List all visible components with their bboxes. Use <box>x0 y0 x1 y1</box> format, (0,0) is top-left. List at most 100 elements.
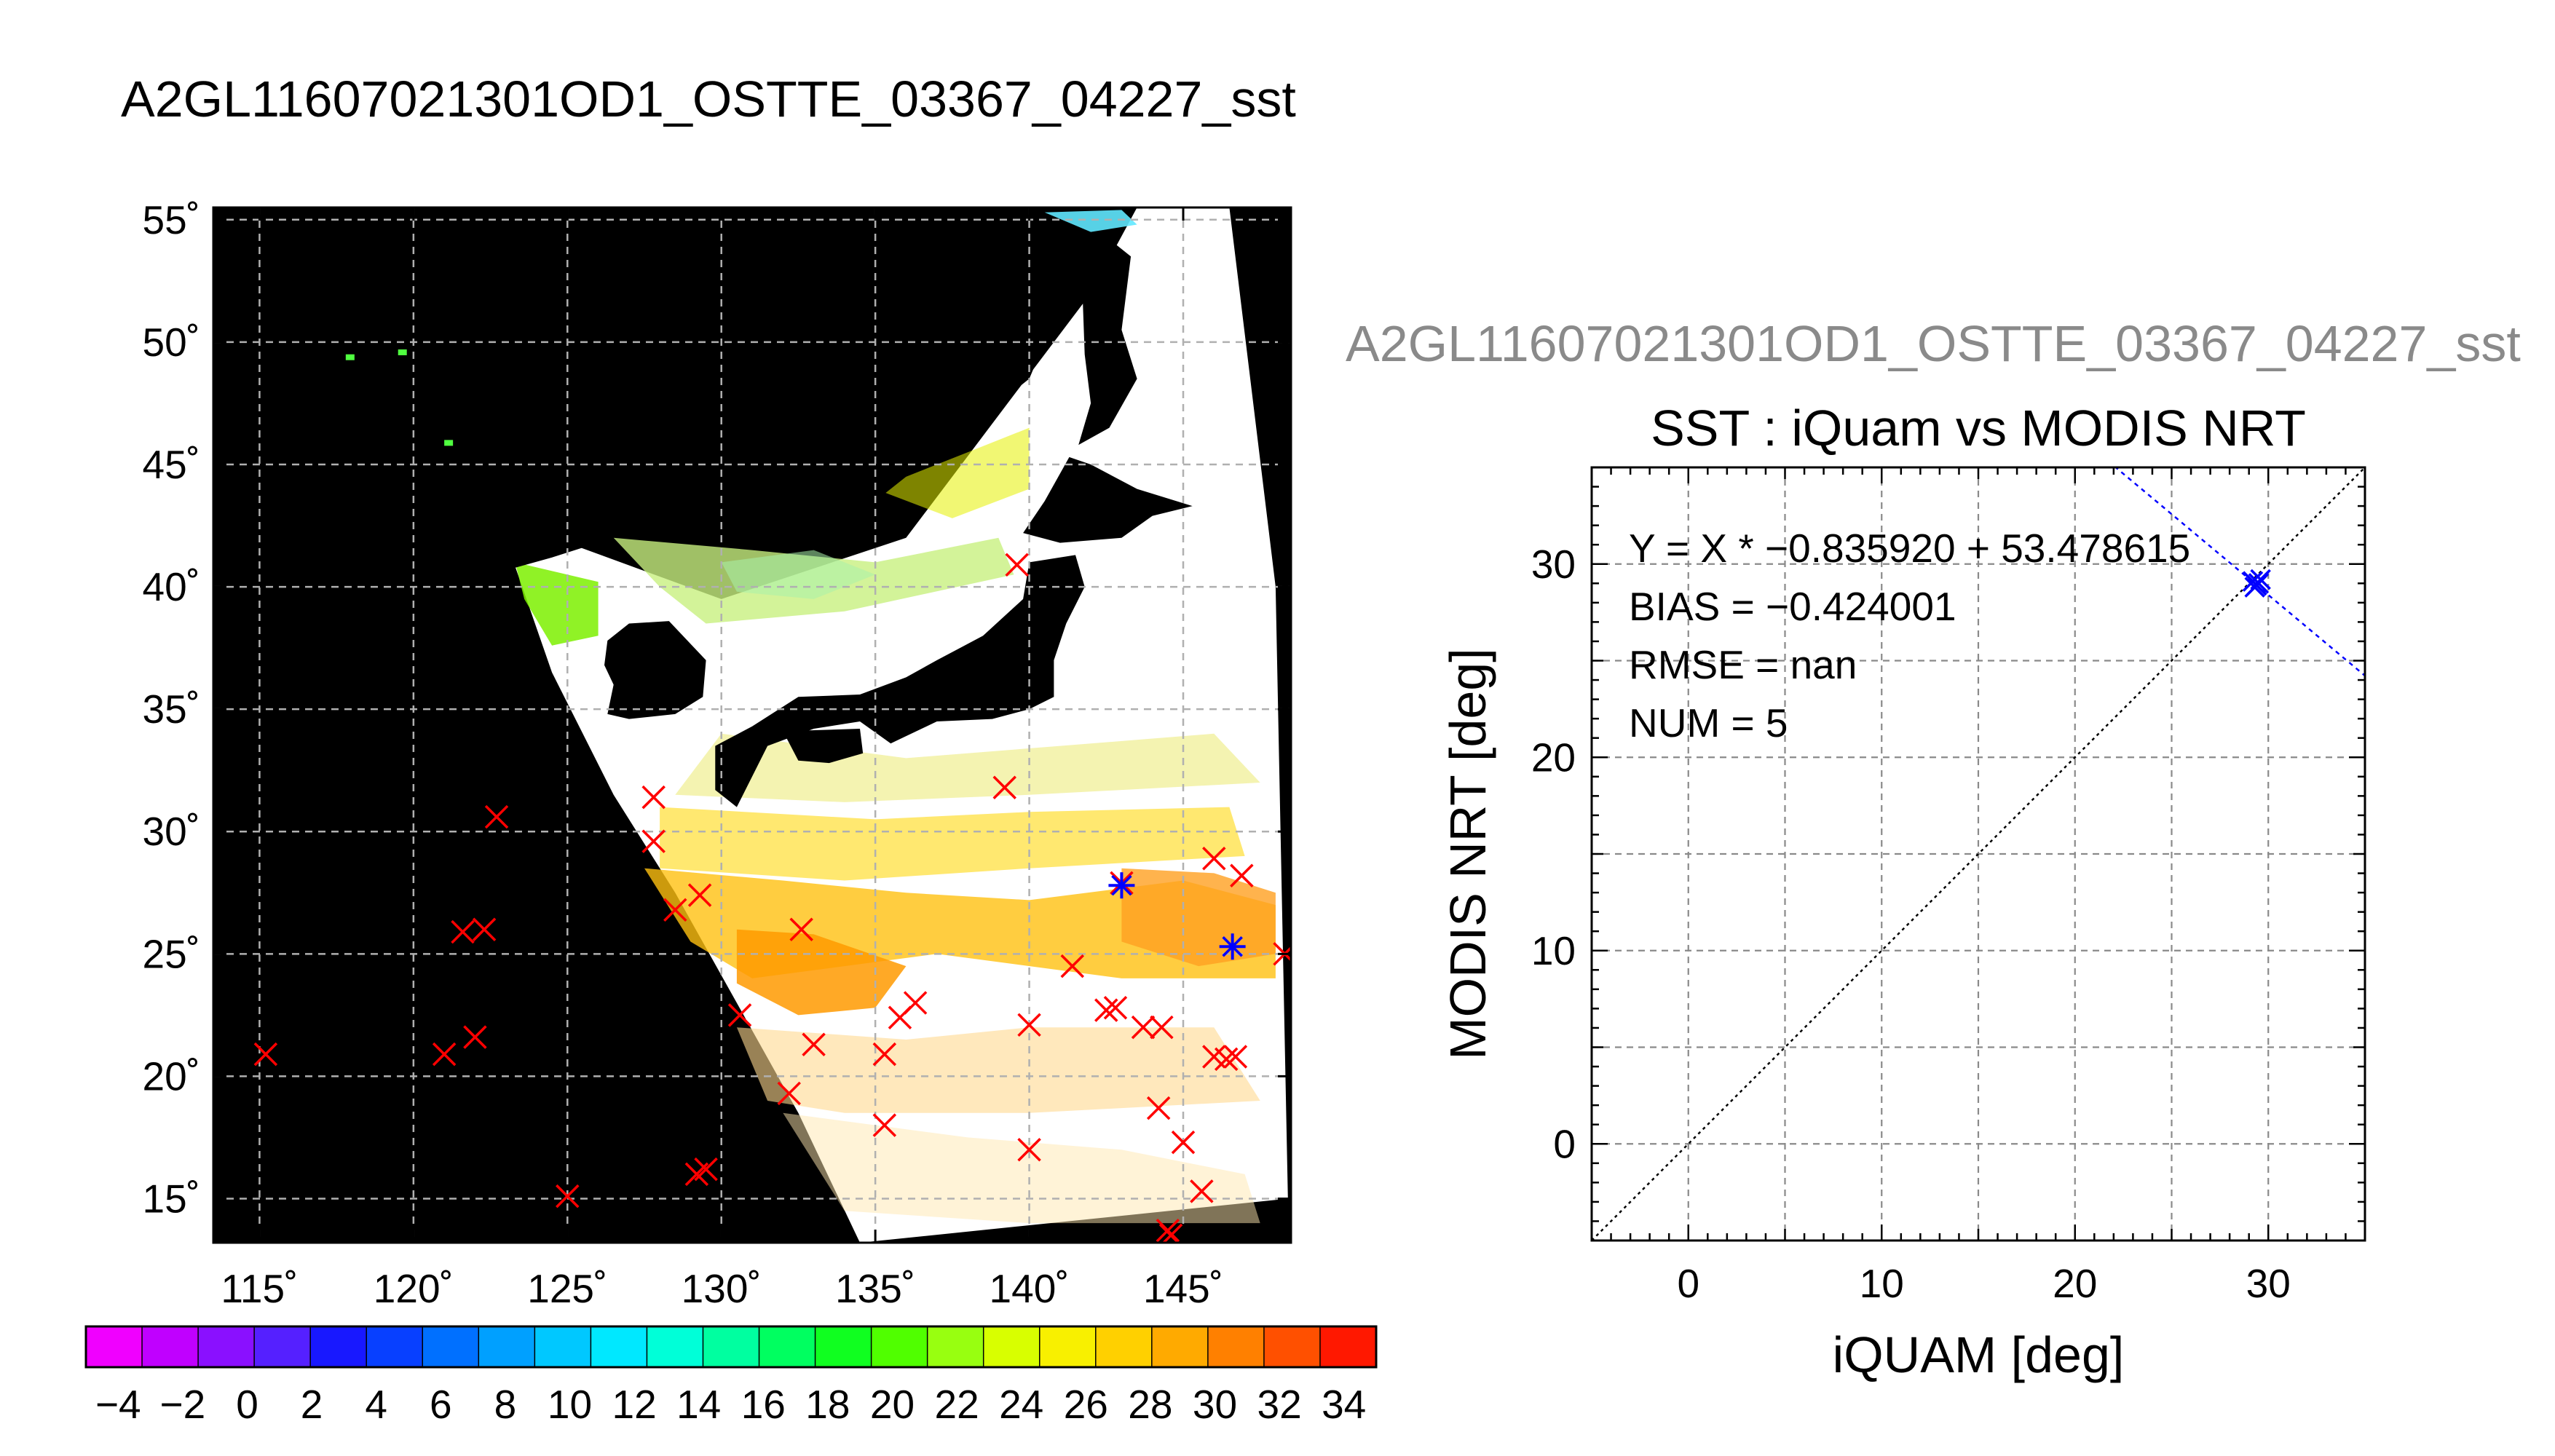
marker-stroke <box>1146 1096 1171 1120</box>
sst-map: 115˚ 120˚ 125˚ 130˚ 135˚ 140˚ 145˚ 15˚ 20˚ 25˚ 30˚… <box>143 197 1292 1311</box>
iquam-match-marker <box>1214 1047 1239 1072</box>
marker-stroke <box>1150 1015 1174 1040</box>
colorbar-segment <box>478 1326 535 1367</box>
marker-cross <box>1111 874 1132 896</box>
marker-stroke <box>1103 996 1128 1020</box>
secondary-title: A2GL11607021301OD1_OSTTE_03367_04227_sst <box>1346 315 2521 372</box>
regression-line <box>2114 467 2365 677</box>
scatter-x-tick-label: 20 <box>2053 1261 2097 1306</box>
marker-stroke <box>1111 874 1132 896</box>
colorbar-segment <box>871 1326 928 1367</box>
scatter-title: SST : iQuam vs MODIS NRT <box>1651 400 2306 456</box>
iquam-match-marker <box>1146 1096 1171 1120</box>
colorbar-tick-label: 24 <box>999 1382 1043 1427</box>
colorbar-segment <box>927 1326 984 1367</box>
marker-stroke <box>1190 1179 1214 1203</box>
iquam-match-marker <box>1156 1218 1180 1243</box>
colorbar-segment <box>703 1326 760 1367</box>
land-mass <box>213 207 1060 612</box>
scatter-x-tick-label: 30 <box>2246 1261 2291 1306</box>
map-y-tick-label: 45˚ <box>143 442 201 487</box>
colorbar-segment <box>1207 1326 1265 1367</box>
colorbar-tick-label: 28 <box>1128 1382 1172 1427</box>
marker-stroke <box>1017 1013 1041 1037</box>
scatter-y-tick-label: 10 <box>1531 928 1576 973</box>
marker-stroke <box>872 1042 897 1067</box>
marker-stroke <box>1223 1045 1248 1069</box>
colorbar-segment <box>1263 1326 1321 1367</box>
colorbar-segment <box>1039 1326 1097 1367</box>
colorbar-segment <box>534 1326 591 1367</box>
marker-stroke <box>484 804 509 829</box>
map-x-tick-label: 130˚ <box>682 1266 762 1311</box>
marker-stroke <box>1131 1015 1156 1040</box>
iquam-match-marker <box>802 1032 826 1056</box>
marker-stroke <box>1005 553 1029 577</box>
scatter-point <box>2246 574 2267 596</box>
iquam-match-marker <box>556 1184 580 1208</box>
iquam-match-marker <box>641 785 666 810</box>
scatter-y-tick-label: 30 <box>1531 542 1576 587</box>
colorbar-segment <box>591 1326 647 1367</box>
map-y-tick-label: 20˚ <box>143 1053 201 1099</box>
colorbar-tick-label: 12 <box>612 1382 657 1427</box>
stats-equation: Y = X * −0.835920 + 53.478615 <box>1629 526 2190 571</box>
colorbar-segment <box>254 1326 311 1367</box>
land-mass <box>1078 237 1137 446</box>
colorbar-tick-label: 18 <box>805 1382 850 1427</box>
marker-stroke <box>641 785 666 810</box>
stats-rmse: RMSE = nan <box>1629 642 1857 687</box>
marker-stroke <box>472 917 497 941</box>
marker-stroke <box>1202 846 1226 871</box>
marker-stroke <box>1156 1218 1180 1243</box>
iquam-match-marker <box>663 898 687 922</box>
marker-stroke <box>789 917 813 941</box>
map-y-tick-label: 35˚ <box>143 687 201 732</box>
marker-stroke <box>872 1113 897 1137</box>
marker-stroke <box>727 1003 752 1027</box>
colorbar-tick-label: 16 <box>741 1382 786 1427</box>
iquam-match-marker <box>777 1081 801 1106</box>
sst-patch-japansea-east <box>875 427 1030 518</box>
map-y-tick-label: 30˚ <box>143 809 201 854</box>
map-y-tick-label: 55˚ <box>143 197 201 242</box>
marker-stroke <box>451 919 475 944</box>
iquam-match-marker <box>641 829 666 853</box>
iquam-match-marker <box>1223 1045 1248 1069</box>
iquam-match-marker <box>1150 1015 1174 1040</box>
colorbar-segment <box>86 1326 143 1367</box>
iquam-match-marker <box>1103 996 1128 1020</box>
land-mass <box>1023 456 1193 543</box>
marker-stroke <box>463 1025 487 1049</box>
marker-stroke <box>1202 1045 1226 1069</box>
iquam-match-marker <box>1017 1013 1041 1037</box>
iquam-match-marker <box>1005 553 1029 577</box>
sst-patch-japansea-green <box>721 550 876 599</box>
map-x-tick-label: 145˚ <box>1143 1266 1223 1311</box>
colorbar-segment <box>1319 1326 1377 1367</box>
marker-stroke <box>641 829 666 853</box>
colorbar-segment <box>759 1326 816 1367</box>
map-x-tick-label: 120˚ <box>374 1266 454 1311</box>
map-y-tick-label: 15˚ <box>143 1176 201 1221</box>
marker-stroke <box>432 1042 457 1067</box>
sst-speck <box>444 440 454 446</box>
iquam-match-marker <box>1171 1130 1196 1155</box>
colorbar-segment <box>310 1326 367 1367</box>
colorbar-segment <box>1151 1326 1209 1367</box>
land-mass <box>604 621 706 719</box>
colorbar-tick-label: 34 <box>1322 1382 1366 1427</box>
marker-stroke <box>1171 1130 1196 1155</box>
map-y-tick-label: 25˚ <box>143 931 201 976</box>
iquam-match-marker <box>872 1113 897 1137</box>
colorbar-tick-label: 20 <box>870 1382 915 1427</box>
marker-stroke <box>694 1157 718 1182</box>
sst-speck <box>345 354 355 360</box>
marker-stroke <box>663 898 687 922</box>
colorbar-tick-label: −2 <box>160 1382 206 1427</box>
marker-stroke <box>777 1081 801 1106</box>
colorbar-frame <box>84 1325 1378 1369</box>
colorbar-tick-label: −4 <box>95 1382 141 1427</box>
marker-stroke <box>1222 935 1243 957</box>
